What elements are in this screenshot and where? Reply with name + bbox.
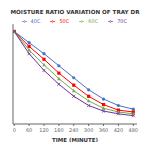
svg-text:TIME (MINUTE): TIME (MINUTE) [52,137,99,142]
svg-text:180: 180 [54,127,64,133]
html-text:MOISTURE RATIO VARIATION OF TR: MOISTURE RATIO VARIATION OF TRAY DR [10,9,140,15]
svg-text:120: 120 [39,127,49,133]
svg-text:480: 480 [129,127,139,133]
svg-text:240: 240 [69,127,79,133]
svg-text:300: 300 [84,127,94,133]
svg-text:60: 60 [26,127,32,133]
html-text:60C: 60C [88,18,99,24]
html-text:40C: 40C [30,18,41,24]
svg-text:360: 360 [99,127,109,133]
svg-text:0: 0 [13,127,16,133]
svg-text:420: 420 [114,127,124,133]
html-text:50C: 50C [59,18,70,24]
html-text:70C: 70C [117,18,127,24]
